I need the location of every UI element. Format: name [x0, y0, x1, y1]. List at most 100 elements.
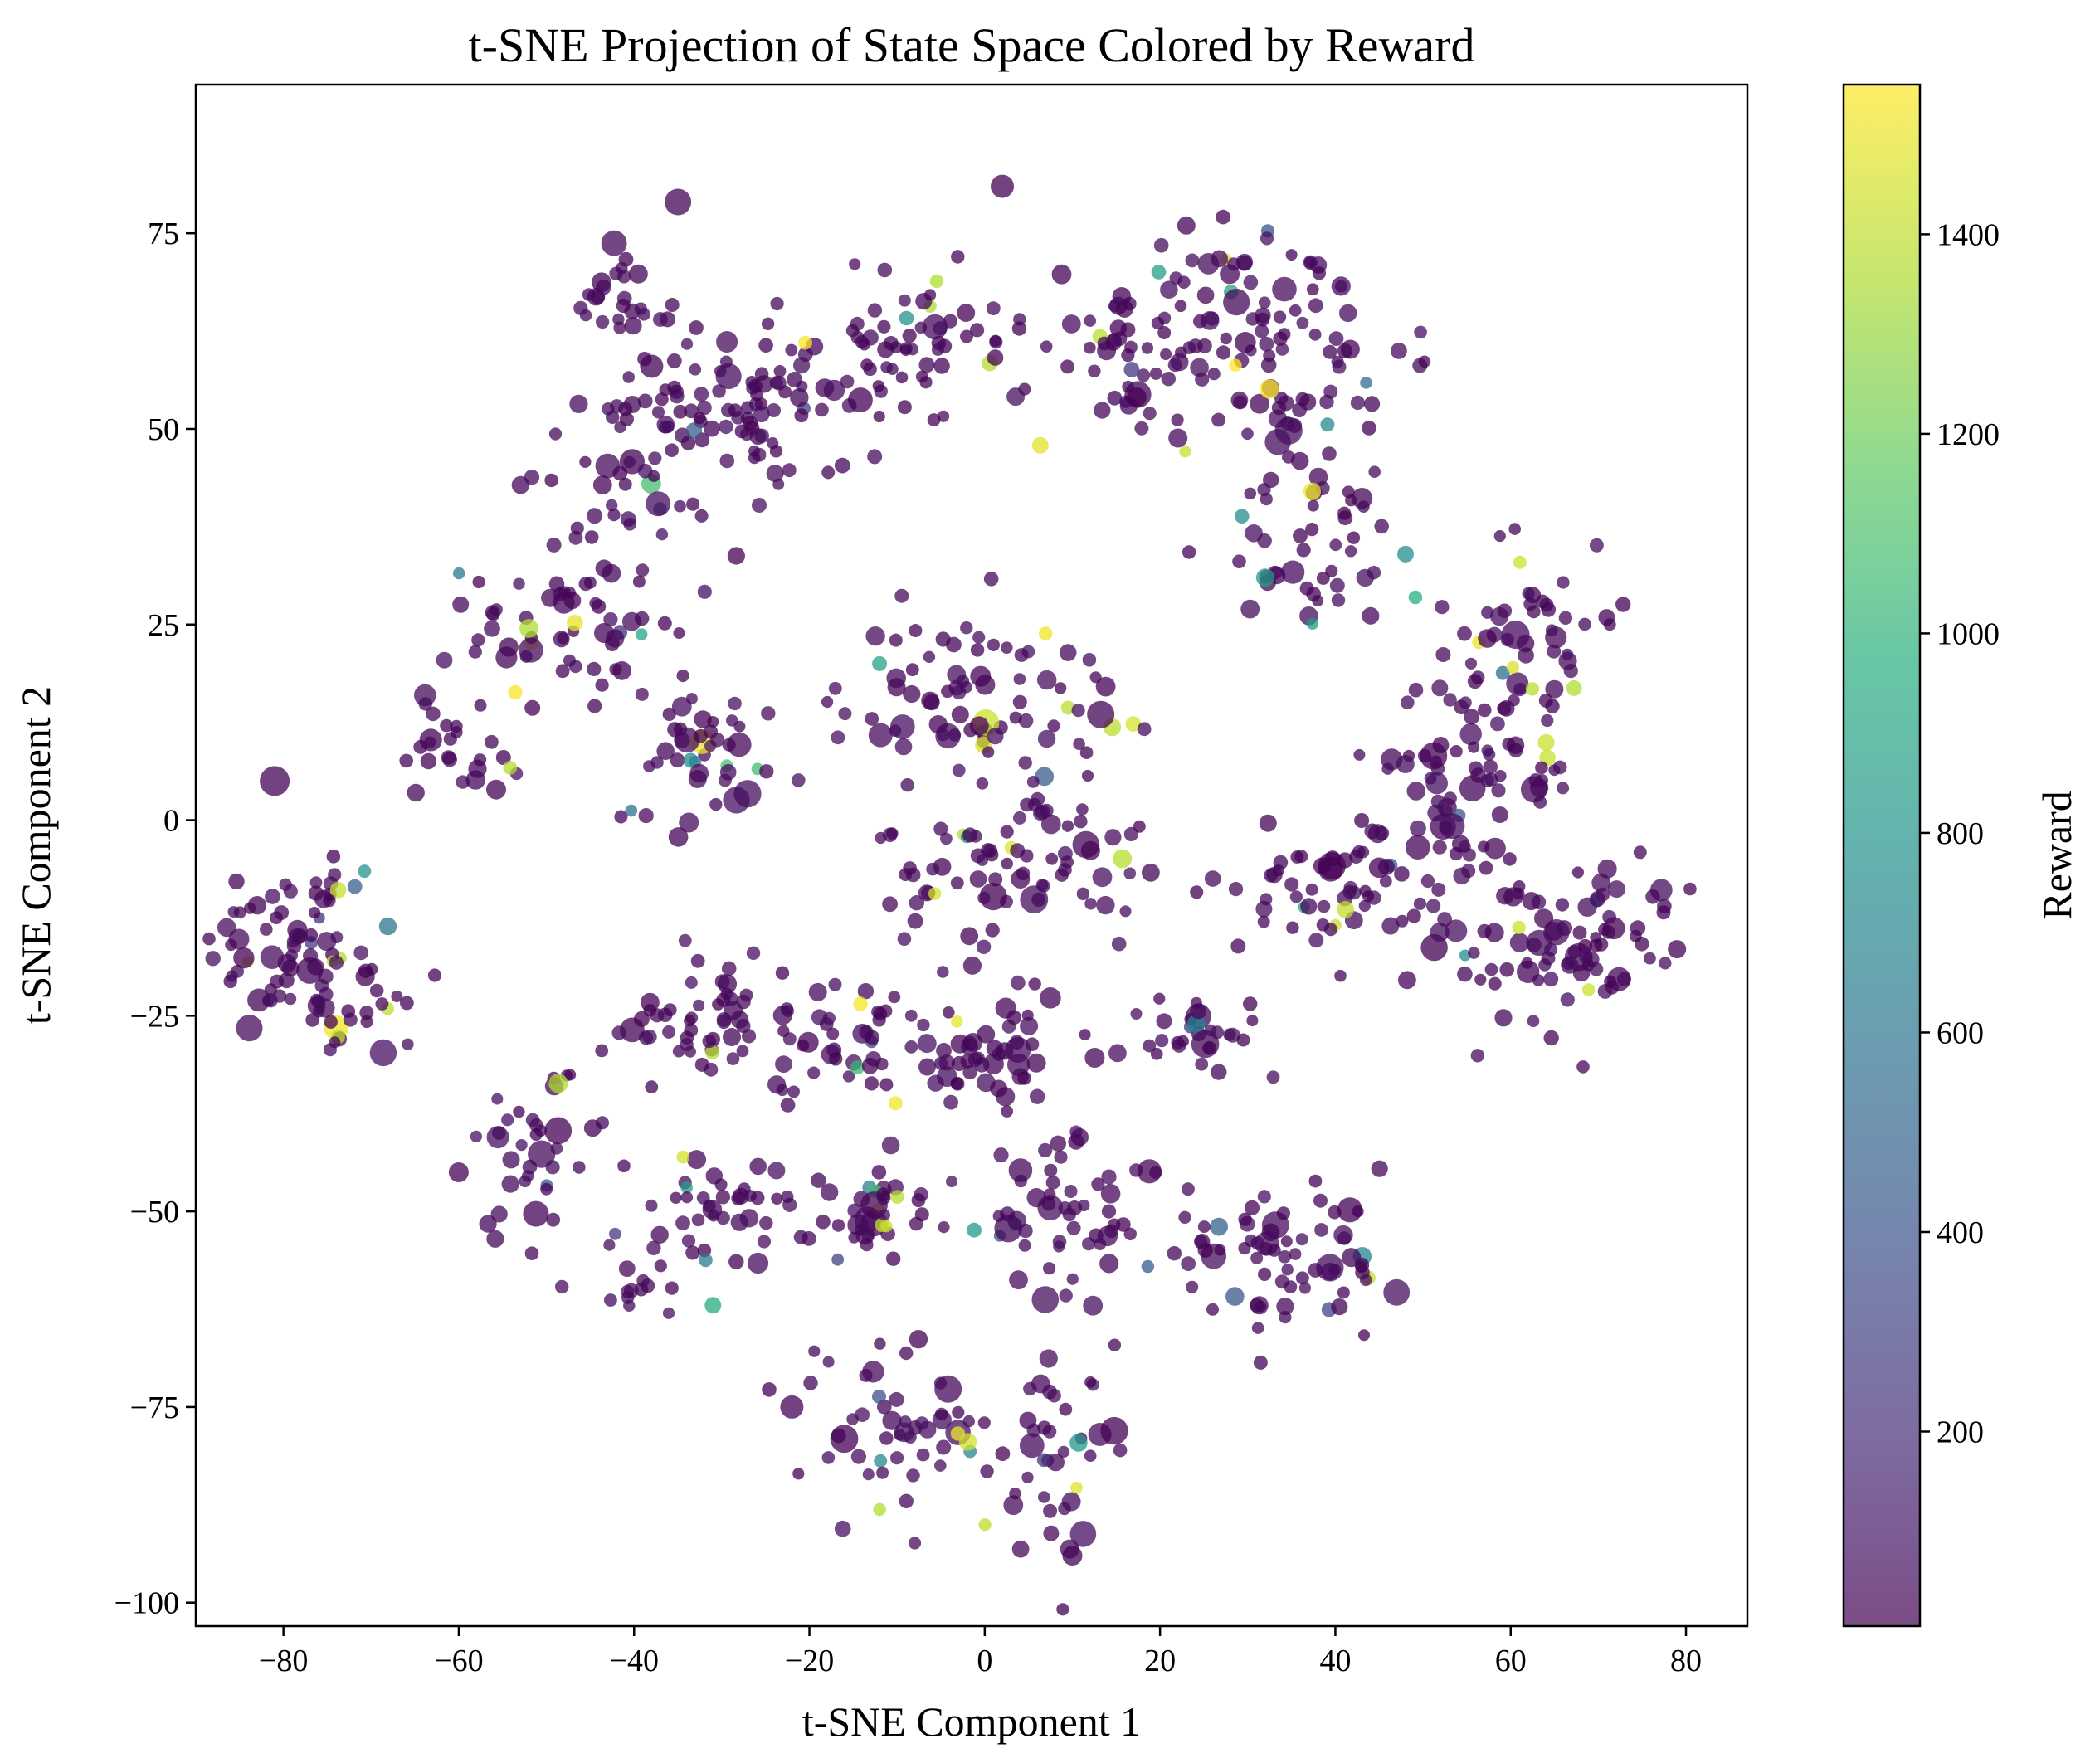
scatter-point: [755, 375, 773, 393]
scatter-point: [247, 896, 267, 915]
scatter-point: [643, 760, 655, 772]
scatter-point: [958, 1433, 977, 1451]
scatter-point: [1410, 820, 1426, 837]
scatter-point: [274, 905, 290, 920]
scatter-point: [983, 843, 998, 858]
scatter-point: [840, 374, 855, 389]
scatter-point: [662, 1025, 676, 1039]
scatter-point: [1059, 1402, 1073, 1416]
scatter-point: [1054, 1150, 1068, 1164]
scatter-point: [1360, 377, 1372, 389]
scatter-point: [951, 705, 969, 723]
scatter-point: [1308, 298, 1323, 314]
scatter-point: [1023, 1381, 1037, 1396]
scatter-point: [1120, 322, 1136, 338]
scatter-point: [705, 1167, 723, 1185]
scatter-point: [1305, 883, 1318, 896]
scatter-point: [1195, 1057, 1209, 1071]
scatter-point: [515, 1139, 528, 1152]
scatter-point: [1053, 1240, 1065, 1253]
scatter-point: [233, 906, 246, 919]
scatter-point: [620, 511, 636, 527]
scatter-point: [1659, 957, 1672, 970]
scatter-point: [343, 1012, 358, 1027]
scatter-point: [917, 1018, 930, 1032]
scatter-point: [287, 919, 308, 941]
scatter-point: [1381, 917, 1400, 935]
scatter-point: [1210, 1217, 1228, 1236]
scatter-point: [1536, 774, 1548, 787]
scatter-point: [1068, 1133, 1084, 1150]
scatter-point: [782, 1005, 794, 1017]
scatter-point: [1350, 395, 1365, 410]
scatter-point: [1058, 863, 1072, 877]
scatter-point: [1190, 358, 1209, 377]
scatter-point: [750, 1191, 765, 1205]
scatter-point: [1069, 1125, 1083, 1138]
scatter-point: [1250, 1251, 1264, 1264]
scatter-point: [1100, 1416, 1128, 1445]
scatter-point: [703, 420, 720, 437]
scatter-point: [792, 773, 806, 787]
scatter-point: [1067, 1200, 1083, 1216]
scatter-point: [668, 827, 689, 847]
scatter-point: [1323, 344, 1337, 359]
scatter-point: [951, 250, 965, 264]
scatter-point: [748, 445, 760, 457]
scatter-point: [822, 1356, 835, 1368]
scatter-point: [1230, 938, 1246, 954]
scatter-point: [1051, 264, 1072, 285]
scatter-point: [1006, 1010, 1021, 1025]
scatter-point: [1273, 855, 1289, 870]
scatter-point: [1527, 1015, 1540, 1027]
scatter-point: [781, 1190, 794, 1204]
scatter-point: [1525, 682, 1540, 696]
scatter-point: [673, 627, 685, 639]
scatter-point: [978, 1518, 992, 1532]
scatter-point: [1255, 312, 1270, 327]
scatter-point: [570, 521, 584, 535]
scatter-point: [1355, 1261, 1367, 1274]
scatter-point: [831, 730, 845, 745]
scatter-point: [1038, 1142, 1053, 1158]
scatter-point: [646, 491, 671, 517]
scatter-point: [1604, 975, 1617, 988]
scatter-point: [1037, 670, 1057, 690]
x-tick-label: 60: [1495, 1644, 1527, 1678]
scatter-point: [1084, 1449, 1097, 1462]
scatter-point: [1000, 1206, 1016, 1222]
scatter-point: [548, 1074, 568, 1093]
scatter-point: [934, 1407, 948, 1421]
scatter-point: [1523, 597, 1537, 611]
scatter-point: [1273, 310, 1287, 324]
scatter-point: [656, 742, 675, 760]
scatter-point: [872, 655, 888, 671]
scatter-point: [265, 889, 280, 904]
scatter-point: [863, 362, 877, 377]
y-axis-label: t-SNE Component 2: [12, 686, 59, 1025]
scatter-point: [904, 1040, 918, 1054]
scatter-point: [328, 868, 342, 882]
scatter-point: [1193, 314, 1207, 329]
scatter-point: [1289, 890, 1303, 903]
scatter-point: [1243, 996, 1258, 1011]
scatter-point: [1332, 359, 1347, 374]
scatter-point: [796, 380, 808, 392]
scatter-point: [1545, 679, 1564, 699]
scatter-point: [1635, 937, 1649, 952]
scatter-point: [202, 932, 216, 946]
scatter-point: [1026, 1053, 1046, 1073]
scatter-point: [1057, 1445, 1070, 1459]
scatter-point: [567, 614, 583, 631]
scatter-point: [640, 354, 664, 378]
scatter-point: [323, 1043, 337, 1057]
scatter-point: [1457, 966, 1473, 982]
scatter-point: [1230, 391, 1249, 409]
scatter-point: [1205, 311, 1220, 326]
scatter-point: [1037, 729, 1056, 748]
scatter-point: [1244, 487, 1257, 500]
scatter-point: [326, 850, 341, 864]
scatter-point: [993, 1147, 1009, 1163]
scatter-point: [402, 1038, 414, 1050]
scatter-point: [595, 453, 621, 479]
